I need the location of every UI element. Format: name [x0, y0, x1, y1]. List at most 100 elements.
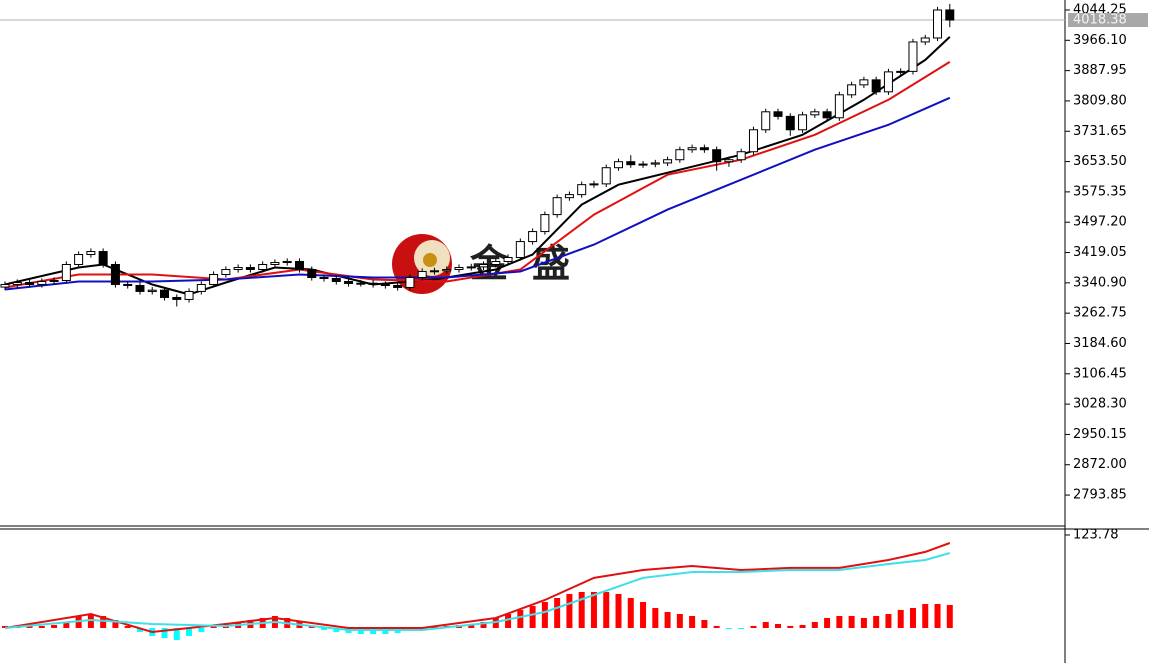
- macd-bar: [26, 625, 33, 628]
- candle-body: [135, 284, 145, 292]
- candle-body: [270, 262, 280, 265]
- macd-bar: [333, 627, 340, 632]
- y-tick-label: 2793.85: [1073, 488, 1127, 503]
- y-tick-label: 3262.75: [1073, 306, 1127, 321]
- candle-body: [209, 274, 219, 285]
- candle-body: [883, 71, 893, 93]
- candle-body: [896, 70, 906, 73]
- macd-bar: [713, 625, 720, 628]
- candle-body: [466, 266, 476, 269]
- candle-body: [761, 111, 771, 131]
- candle-body: [601, 167, 611, 185]
- macd-bar: [541, 601, 548, 628]
- macd-bar: [321, 627, 328, 631]
- candle-body: [577, 184, 587, 196]
- macd-bar: [186, 627, 193, 636]
- candle-body: [417, 271, 427, 278]
- candle-body: [614, 161, 623, 169]
- last-price-box: [1068, 13, 1148, 28]
- candle-body: [834, 94, 844, 119]
- macd-bar: [590, 591, 597, 628]
- candle-body: [933, 9, 943, 39]
- candle-body: [736, 151, 746, 161]
- candle-body: [405, 276, 415, 288]
- macd-bar: [897, 609, 904, 628]
- macd-bar: [627, 598, 634, 628]
- macd-bar: [664, 611, 671, 628]
- macd-bar: [762, 621, 769, 628]
- macd-bar: [554, 598, 561, 628]
- candle-body: [699, 147, 709, 151]
- candle-body: [245, 267, 255, 270]
- macd-bar: [38, 625, 45, 628]
- macd-bar: [922, 604, 929, 628]
- macd-bar: [112, 620, 119, 628]
- candle-body: [871, 79, 881, 93]
- y-tick-label: 3887.95: [1073, 63, 1127, 78]
- candle-body: [528, 231, 538, 243]
- y-tick-label: 3184.60: [1073, 336, 1127, 351]
- macd-bar: [885, 614, 892, 628]
- macd-bar: [517, 609, 524, 628]
- candle-body: [98, 251, 108, 265]
- candle-body: [748, 129, 758, 153]
- macd-bar: [824, 617, 831, 628]
- macd-bar: [198, 627, 205, 632]
- candle-body: [589, 183, 599, 186]
- candle-body: [540, 214, 550, 233]
- macd-bar: [51, 624, 58, 628]
- candle-body: [442, 268, 452, 272]
- macd-bar: [848, 615, 855, 628]
- candle-body: [859, 79, 869, 86]
- y-tick-label: 123.78: [1073, 527, 1119, 542]
- candle-body: [147, 289, 157, 292]
- candle-body: [319, 276, 329, 279]
- y-tick-label: 3419.05: [1073, 245, 1127, 260]
- candle-body: [822, 111, 832, 119]
- candle-body: [675, 149, 685, 161]
- candle-body: [184, 290, 194, 300]
- macd-bar: [100, 615, 107, 628]
- candle-body: [503, 257, 513, 263]
- macd-bar: [161, 627, 168, 638]
- ma-line: [4, 36, 951, 296]
- candle-body: [564, 194, 574, 199]
- macd-bar: [676, 614, 683, 628]
- watermark-text: 金: [469, 242, 509, 286]
- candle-body: [908, 41, 918, 72]
- macd-bar: [701, 620, 708, 628]
- y-tick-label: 2950.15: [1073, 427, 1127, 442]
- candle-body: [368, 282, 378, 285]
- candle-body: [393, 284, 403, 288]
- candle-body: [552, 197, 562, 216]
- candle-body: [86, 251, 96, 256]
- macd-bar: [799, 624, 806, 628]
- candle-body: [196, 283, 206, 292]
- candle-body: [356, 282, 366, 285]
- y-tick-label: 3966.10: [1073, 33, 1127, 48]
- candle-body: [233, 267, 243, 270]
- y-tick-label: 3497.20: [1073, 215, 1127, 230]
- candle-body: [515, 241, 525, 259]
- macd-bar: [860, 617, 867, 628]
- macd-bar: [787, 625, 794, 628]
- candle-body: [920, 37, 930, 43]
- candle-body: [282, 260, 292, 264]
- y-tick-label: 3575.35: [1073, 184, 1127, 199]
- macd-bar: [529, 605, 536, 628]
- macd-bar: [750, 625, 757, 628]
- macd-bar: [124, 625, 131, 628]
- y-tick-label: 3653.50: [1073, 154, 1127, 169]
- macd-bar: [603, 591, 610, 628]
- macd-bar: [640, 601, 647, 628]
- candle-body: [123, 283, 133, 286]
- candle-body: [294, 260, 304, 270]
- ma-line: [4, 96, 951, 291]
- candle-body: [344, 280, 354, 284]
- macd-bar: [934, 604, 941, 628]
- candle-body: [74, 254, 84, 265]
- last-price-label: 4018.38: [1073, 13, 1127, 28]
- candle-body: [785, 115, 795, 131]
